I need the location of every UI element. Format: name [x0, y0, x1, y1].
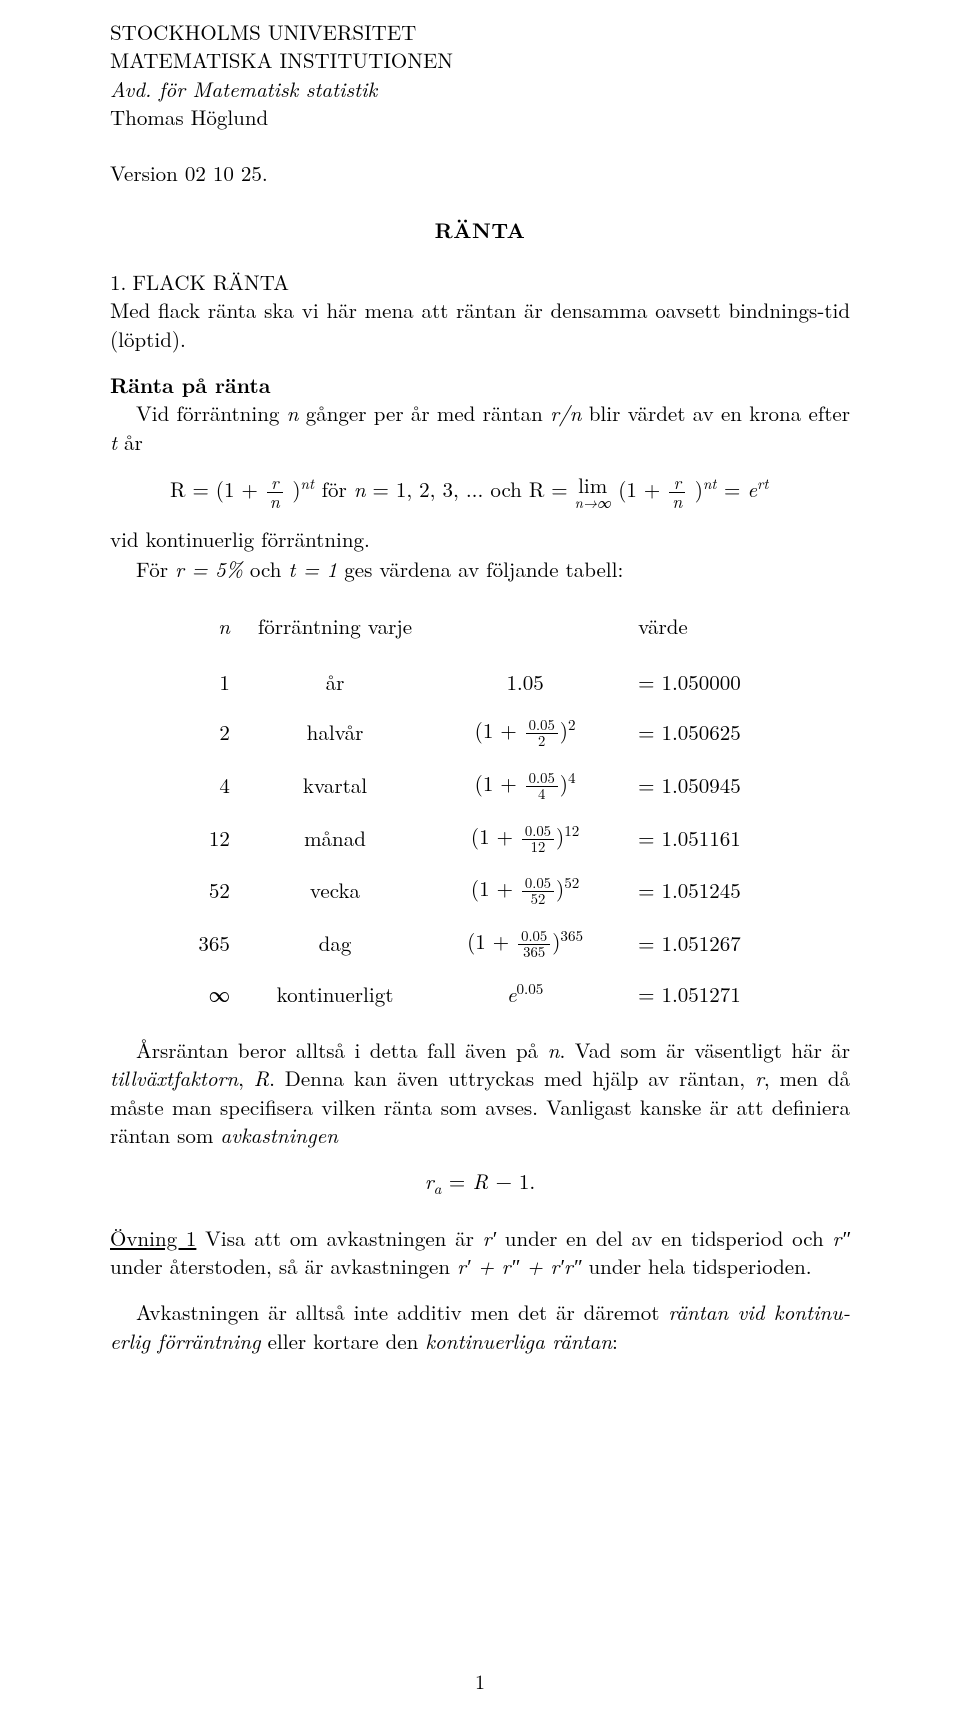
lim-sub: n→∞ [575, 496, 611, 511]
table-row: 12månad(1 + 0.0512)12= 1.051161 [168, 812, 792, 865]
cell-n: 12 [168, 812, 244, 865]
col-value-head: värde [638, 611, 688, 641]
table-row: 365dag(1 + 0.05365)365= 1.051267 [168, 917, 792, 970]
paragraph-growth-factor: Årsräntan beror alltså i detta fall även… [110, 1036, 850, 1149]
cell-expression: e0.05 [426, 970, 624, 1018]
paragraph-table-intro: För r = 5% och t = 1 ges värdena av följ… [110, 555, 850, 583]
cell-value: = 1.050000 [624, 658, 792, 706]
cell-expression: (1 + 0.054)4 [426, 759, 624, 812]
table-row: ∞kontinuerligte0.05= 1.051271 [168, 970, 792, 1018]
exp: rt [757, 473, 768, 494]
document-title: RÄNTA [110, 216, 850, 244]
page: STOCKHOLMS UNIVERSITET MATEMATISKA INSTI… [0, 0, 960, 1724]
cell-expression: (1 + 0.0512)12 [426, 812, 624, 865]
cell-n: 4 [168, 759, 244, 812]
exp: nt [703, 473, 717, 494]
paragraph-compound: Vid förräntning n gånger per år med ränt… [110, 399, 850, 456]
col-period-head: förräntning varje [258, 611, 412, 641]
txt: år [117, 427, 143, 457]
cell-period: kvartal [244, 759, 426, 812]
txt: gånger per år med räntan [298, 398, 550, 428]
equation-return: ra = R − 1. [110, 1167, 850, 1195]
header-author: Thomas Höglund [110, 103, 850, 131]
txt: Vid förräntning [136, 398, 287, 428]
cell-expression: 1.05 [426, 658, 624, 706]
cell-n: 52 [168, 864, 244, 917]
subheading-text: Ränta på ränta [110, 370, 271, 400]
exp: nt [301, 473, 315, 494]
equation-compound: R = (1 + rn )nt för n = 1, 2, 3, ... och… [110, 474, 850, 511]
paragraph-continuous-rate: Avkastningen är alltså inte additiv men … [110, 1298, 850, 1355]
subheading-ranta-pa-ranta: Ränta på ränta [110, 371, 850, 399]
cell-period: kontinuerligt [244, 970, 426, 1018]
section-1-heading: 1.FLACK RÄNTA [110, 268, 850, 296]
header-institution-2: MATEMATISKA INSTITUTIONEN [110, 46, 850, 74]
cell-n: 1 [168, 658, 244, 706]
cell-period: år [244, 658, 426, 706]
cell-period: vecka [244, 864, 426, 917]
paragraph-intro-text: Med flack ränta ska vi här mena att ränt… [110, 295, 850, 353]
version-line: Version 02 10 25. [110, 159, 850, 187]
exercise-label: Övning 1 [110, 1223, 196, 1253]
table-row: 2halvår(1 + 0.052)2= 1.050625 [168, 706, 792, 759]
cell-value: = 1.050945 [624, 759, 792, 812]
cell-value: = 1.050625 [624, 706, 792, 759]
cell-n: 365 [168, 917, 244, 970]
txt: blir värdet av en krona efter [581, 398, 850, 428]
table-header-row: n förräntning varje värde [168, 602, 792, 658]
cell-period: dag [244, 917, 426, 970]
section-name: FLACK RÄNTA [132, 267, 289, 297]
cell-expression: (1 + 0.052)2 [426, 706, 624, 759]
table-row: 4kvartal(1 + 0.054)4= 1.050945 [168, 759, 792, 812]
cell-period: månad [244, 812, 426, 865]
txt: ges värdena av följande tabell: [337, 554, 623, 584]
cell-value: = 1.051245 [624, 864, 792, 917]
tval: t = 1 [288, 554, 337, 584]
compound-table: n förräntning varje värde 1år1.05= 1.050… [110, 602, 850, 1018]
rval: r = 5% [175, 554, 243, 584]
cell-period: halvår [244, 706, 426, 759]
cell-value: = 1.051267 [624, 917, 792, 970]
paragraph-intro: Med flack ränta ska vi här mena att ränt… [110, 296, 850, 353]
cell-n: ∞ [168, 970, 244, 1018]
cell-expression: (1 + 0.0552)52 [426, 864, 624, 917]
frac-den: n [267, 492, 283, 511]
header-department: Avd. för Matematisk statistik [110, 75, 850, 103]
section-number: 1. [110, 267, 126, 297]
cell-n: 2 [168, 706, 244, 759]
page-number: 1 [110, 1667, 850, 1694]
cell-expression: (1 + 0.05365)365 [426, 917, 624, 970]
frac-den: n [669, 492, 685, 511]
table-row: 52vecka(1 + 0.0552)52= 1.051245 [168, 864, 792, 917]
table-row: 1år1.05= 1.050000 [168, 658, 792, 706]
cell-value: = 1.051271 [624, 970, 792, 1018]
paragraph-continuous: vid kontinuerlig förräntning. [110, 525, 850, 553]
txt: och [243, 554, 289, 584]
exercise-1: Övning 1 Visa att om avkastningen är r′ … [110, 1224, 850, 1281]
header-institution-1: STOCKHOLMS UNIVERSITET [110, 18, 850, 46]
txt: För [136, 554, 175, 584]
col-n-head: n [218, 611, 230, 641]
cell-value: = 1.051161 [624, 812, 792, 865]
